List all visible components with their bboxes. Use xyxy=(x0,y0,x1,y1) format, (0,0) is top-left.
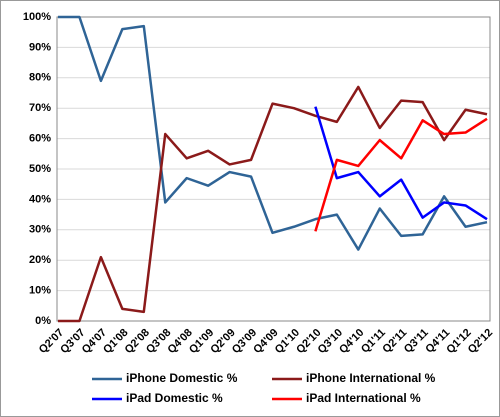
y-tick-label: 0% xyxy=(35,315,51,327)
y-tick-label: 100% xyxy=(23,11,51,23)
legend-label: iPad Domestic % xyxy=(126,391,223,405)
y-tick-label: 90% xyxy=(29,41,51,53)
y-tick-label: 30% xyxy=(29,224,51,236)
plot-frame xyxy=(56,16,491,322)
series-line xyxy=(58,15,488,251)
y-tick-label: 80% xyxy=(29,72,51,84)
y-tick-label: 50% xyxy=(29,163,51,175)
y-tick-label: 20% xyxy=(29,254,51,266)
legend-label: iPhone International % xyxy=(306,371,436,385)
series-line xyxy=(314,117,488,232)
y-tick-label: 70% xyxy=(29,102,51,114)
series-line xyxy=(314,106,488,221)
y-tick-label: 10% xyxy=(29,285,51,297)
y-tick-label: 40% xyxy=(29,193,51,205)
legend-label: iPad International % xyxy=(306,391,421,405)
y-tick-label: 60% xyxy=(29,133,51,145)
legend-label: iPhone Domestic % xyxy=(126,371,238,385)
series-line xyxy=(58,85,488,323)
